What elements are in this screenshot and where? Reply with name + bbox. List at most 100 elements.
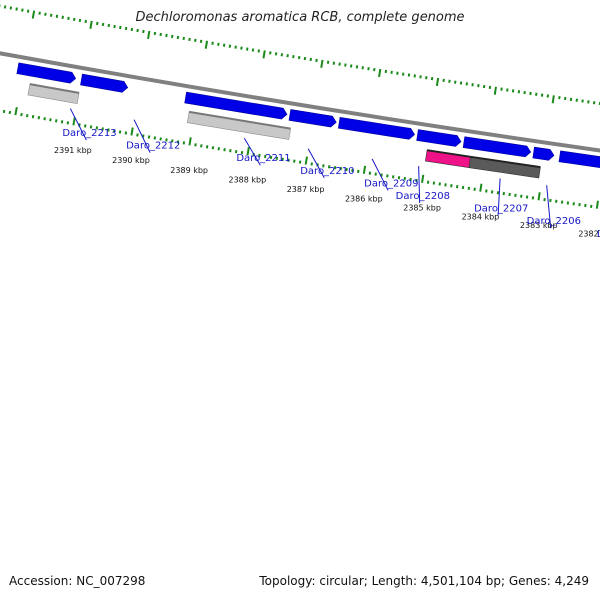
gene-label-daro_2210: Daro_2210 xyxy=(300,166,354,177)
outer-major-tick xyxy=(246,146,250,156)
kbp-label-2386: 2386 kbp xyxy=(345,194,383,203)
inner-major-tick xyxy=(493,86,497,95)
inner-major-tick xyxy=(435,77,440,87)
outer-minor-tick xyxy=(89,125,93,129)
inner-minor-tick xyxy=(96,21,99,26)
outer-minor-tick xyxy=(124,131,128,135)
gene-label-daro_2206: Daro_2206 xyxy=(527,216,581,227)
gene-label-leaders xyxy=(69,108,552,229)
gene-feature-12 xyxy=(532,146,555,161)
inner-minor-tick xyxy=(159,32,162,37)
outer-major-tick xyxy=(362,165,367,174)
gene-labels: Daro_2213 Daro_2212 Daro_2211 Daro_2210 Daro… xyxy=(62,128,600,240)
genome-backbone xyxy=(0,51,600,153)
kbp-label-2388: 2388 kbp xyxy=(228,176,266,185)
outer-minor-tick xyxy=(101,127,104,131)
kbp-label-2387: 2387 kbp xyxy=(287,185,325,194)
gene-label-daro_2208: Daro_2208 xyxy=(396,191,450,202)
inner-minor-tick xyxy=(61,15,64,19)
outer-minor-tick xyxy=(83,124,87,128)
gene-feature-9 xyxy=(337,117,415,140)
outer-minor-tick xyxy=(142,134,145,138)
outer-minor-tick xyxy=(31,115,35,119)
outer-major-tick xyxy=(188,137,192,146)
kbp-label-2382: 2382 kbp xyxy=(578,229,600,238)
inner-minor-tick xyxy=(44,12,47,16)
outer-minor-tick xyxy=(165,138,168,142)
gene-label-daro_2205: Daro_2205 xyxy=(597,229,600,240)
outer-minor-tick xyxy=(8,110,12,115)
outer-minor-tick xyxy=(113,129,116,133)
inner-minor-tick xyxy=(84,19,87,24)
inner-minor-tick xyxy=(170,34,174,39)
inner-major-tick xyxy=(147,30,151,40)
outer-major-tick xyxy=(421,174,425,183)
outer-minor-tick xyxy=(107,128,110,132)
gene-feature-5 xyxy=(16,62,77,84)
inner-minor-tick xyxy=(136,28,139,33)
inner-minor-tick xyxy=(78,18,82,23)
leader-line-daro_2206 xyxy=(546,185,552,229)
inner-minor-tick xyxy=(101,22,105,27)
outer-minor-tick xyxy=(60,120,64,124)
kbp-label-2391: 2391 kbp xyxy=(54,146,92,155)
gene-feature-edge-2 xyxy=(188,110,291,130)
kbp-label-2384: 2384 kbp xyxy=(462,212,500,221)
inner-minor-tick xyxy=(72,17,76,22)
inner-minor-tick xyxy=(49,13,53,17)
gene-feature-13 xyxy=(558,150,600,168)
inner-minor-tick xyxy=(26,9,30,13)
outer-minor-tick xyxy=(43,117,46,121)
inner-minor-tick xyxy=(130,27,134,32)
inner-minor-tick xyxy=(119,25,122,30)
kbp-label-2390: 2390 kbp xyxy=(112,156,150,165)
inner-major-tick xyxy=(89,20,93,30)
inner-tick-track xyxy=(0,4,600,106)
kbp-label-2385: 2385 kbp xyxy=(403,204,441,213)
outer-minor-tick xyxy=(26,113,29,118)
outer-minor-tick xyxy=(171,139,174,143)
gene-feature-8 xyxy=(288,109,337,128)
inner-minor-tick xyxy=(165,33,168,38)
outer-major-tick xyxy=(130,127,134,136)
inner-minor-tick xyxy=(153,31,157,36)
accession-text: Accession: NC_007298 xyxy=(9,574,146,588)
inner-major-tick xyxy=(31,10,36,19)
inner-major-tick xyxy=(551,95,555,104)
leader-line-daro_2211 xyxy=(243,138,261,166)
gene-feature-11 xyxy=(462,136,532,158)
gene-feature-6 xyxy=(80,73,129,93)
outer-minor-tick xyxy=(118,130,122,134)
inner-minor-tick xyxy=(38,11,41,15)
gene-label-daro_2209: Daro_2209 xyxy=(364,178,418,189)
inner-minor-tick xyxy=(55,14,59,18)
inner-minor-tick xyxy=(194,38,197,43)
inner-minor-tick xyxy=(176,35,180,40)
outer-minor-tick xyxy=(2,109,6,114)
gene-label-daro_2207: Daro_2207 xyxy=(474,204,528,215)
outer-major-tick xyxy=(537,192,541,201)
kbp-label-2383: 2383 kbp xyxy=(520,221,558,230)
leader-line-daro_2212 xyxy=(133,119,151,153)
leader-line-daro_2213 xyxy=(69,108,87,141)
gene-label-daro_2212: Daro_2212 xyxy=(126,141,180,152)
outer-minor-tick xyxy=(54,119,58,123)
gene-feature-7 xyxy=(184,91,288,120)
gene-feature-4 xyxy=(468,156,541,179)
inner-minor-tick xyxy=(107,23,111,28)
gene-feature-edge-4 xyxy=(470,155,541,169)
outer-minor-tick xyxy=(20,112,23,117)
outer-major-tick xyxy=(72,117,76,126)
inner-minor-tick xyxy=(67,16,70,21)
map-title: Dechloromonas aromatica RCB, complete ge… xyxy=(135,10,465,25)
leader-line-daro_2207 xyxy=(497,178,501,216)
inner-minor-tick xyxy=(124,26,128,31)
inner-minor-tick xyxy=(142,29,145,34)
outer-major-tick xyxy=(14,106,18,116)
kbp-label-2389: 2389 kbp xyxy=(170,166,208,175)
inner-minor-tick xyxy=(9,6,13,10)
leader-line-daro_2210 xyxy=(307,148,325,179)
gene-feature-edge-1 xyxy=(29,83,80,94)
inner-major-tick xyxy=(262,50,266,59)
